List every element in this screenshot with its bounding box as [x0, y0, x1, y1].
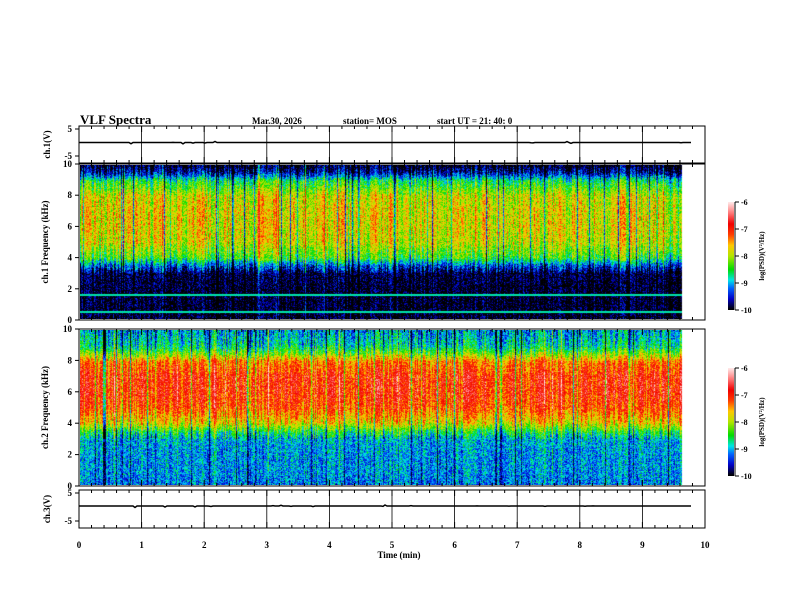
y-tick-label: -5	[65, 516, 73, 526]
colorbar-tick-label: -10	[741, 472, 752, 481]
station-label: station= MOS	[343, 116, 397, 126]
x-tick-label: 7	[515, 540, 520, 550]
colorbar-tick-label: -7	[741, 391, 748, 400]
colorbar-tick-label: -6	[741, 198, 748, 207]
ch2-spectrogram-image	[80, 330, 694, 485]
y-tick-label: 5	[68, 124, 73, 134]
y-tick-label: 0	[68, 315, 73, 325]
colorbar-tick-label: -8	[741, 252, 748, 261]
x-tick-label: 4	[327, 540, 332, 550]
ch1-colorbar	[728, 202, 734, 310]
date-label: Mar.30, 2026	[252, 116, 302, 126]
y-tick-label: 4	[68, 253, 73, 263]
y-axis-label: ch.2 Frequency (kHz)	[40, 366, 50, 449]
colorbar-tick-label: -6	[741, 364, 748, 373]
y-axis-label: ch.1(V)	[42, 130, 52, 158]
colorbar-tick-label: -9	[741, 445, 748, 454]
y-tick-label: 4	[68, 418, 73, 428]
colorbar-tick-label: -9	[741, 279, 748, 288]
y-tick-label: 2	[68, 284, 73, 294]
x-tick-label: 3	[265, 540, 270, 550]
y-tick-label: -5	[65, 151, 73, 161]
y-tick-label: 5	[68, 488, 73, 498]
y-tick-label: 8	[68, 190, 73, 200]
x-axis-label: Time (min)	[377, 550, 420, 560]
x-tick-label: 8	[578, 540, 583, 550]
y-tick-label: 10	[63, 159, 73, 169]
y-axis-label: ch.3(V)	[42, 495, 52, 523]
y-tick-label: 10	[63, 324, 73, 334]
x-tick-label: 5	[390, 540, 395, 550]
x-tick-label: 9	[640, 540, 645, 550]
x-tick-label: 2	[202, 540, 207, 550]
start-time-label: start UT = 21: 40: 0	[437, 116, 513, 126]
colorbar-label: log(PSD)(V²/Hz)	[758, 231, 766, 281]
ch1-spectrogram-image	[80, 165, 694, 319]
panel-frame-ch1-spectrogram	[78, 163, 706, 321]
colorbar-label: log(PSD)(V²/Hz)	[758, 397, 766, 447]
y-tick-label: 6	[68, 387, 73, 397]
ch1-waveform-trace	[79, 140, 691, 145]
ch2-colorbar	[728, 368, 734, 476]
y-axis-label: ch.1 Frequency (kHz)	[40, 200, 50, 283]
ch3-waveform-trace	[79, 504, 691, 509]
y-tick-label: 2	[68, 450, 73, 460]
colorbar-tick-label: -8	[741, 418, 748, 427]
colorbar-tick-label: -7	[741, 225, 748, 234]
x-tick-label: 0	[77, 540, 82, 550]
y-tick-label: 8	[68, 355, 73, 365]
panel-frame-ch2-spectrogram	[78, 328, 706, 487]
figure-title: VLF Spectra	[80, 112, 152, 127]
y-tick-label: 6	[68, 221, 73, 231]
x-tick-label: 1	[139, 540, 144, 550]
y-tick-label: 0	[68, 481, 73, 491]
x-tick-label: 10	[701, 540, 711, 550]
x-tick-label: 6	[452, 540, 457, 550]
colorbar-tick-label: -10	[741, 306, 752, 315]
